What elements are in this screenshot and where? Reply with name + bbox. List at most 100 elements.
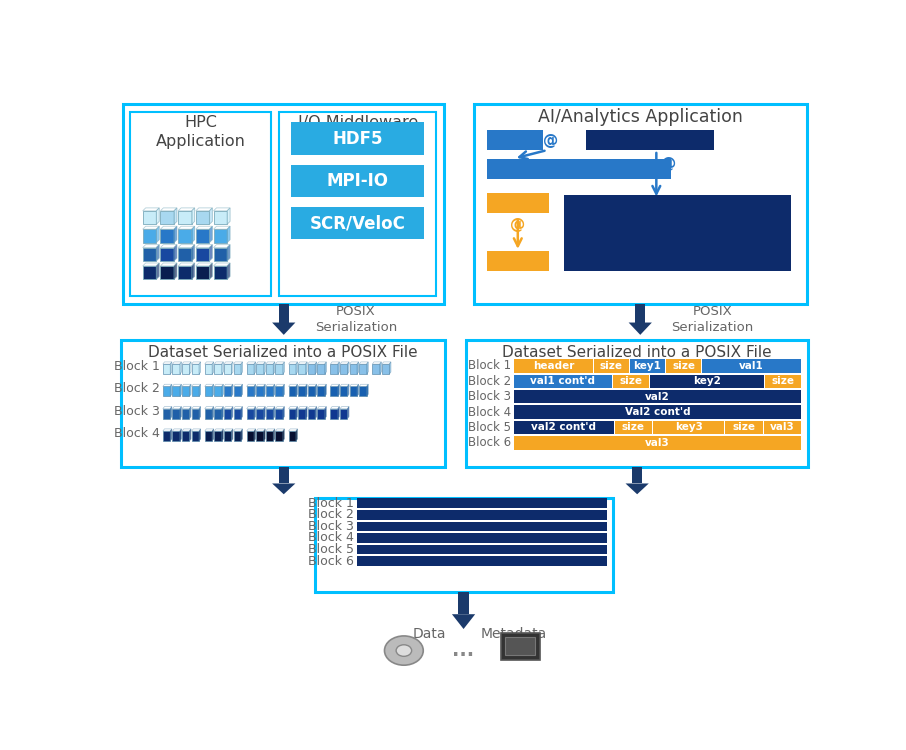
- Polygon shape: [274, 384, 275, 397]
- FancyBboxPatch shape: [215, 364, 222, 374]
- Polygon shape: [272, 322, 295, 334]
- FancyBboxPatch shape: [178, 266, 192, 280]
- Polygon shape: [264, 362, 265, 374]
- Polygon shape: [288, 362, 297, 364]
- FancyBboxPatch shape: [246, 409, 254, 419]
- Polygon shape: [222, 362, 224, 374]
- FancyBboxPatch shape: [205, 386, 212, 397]
- Bar: [278, 467, 289, 484]
- Polygon shape: [199, 362, 200, 374]
- FancyBboxPatch shape: [630, 359, 665, 373]
- Polygon shape: [215, 406, 224, 409]
- Polygon shape: [324, 384, 326, 397]
- FancyBboxPatch shape: [224, 386, 231, 397]
- FancyBboxPatch shape: [298, 386, 305, 397]
- Polygon shape: [380, 362, 381, 374]
- FancyBboxPatch shape: [331, 364, 338, 374]
- Bar: [278, 304, 289, 322]
- Polygon shape: [214, 263, 230, 266]
- FancyBboxPatch shape: [340, 386, 347, 397]
- Text: @: @: [543, 133, 558, 148]
- Polygon shape: [224, 384, 233, 386]
- Polygon shape: [264, 429, 265, 441]
- FancyBboxPatch shape: [298, 409, 305, 419]
- Polygon shape: [174, 263, 177, 280]
- Polygon shape: [256, 362, 265, 364]
- FancyBboxPatch shape: [357, 533, 607, 543]
- Polygon shape: [241, 429, 243, 441]
- Polygon shape: [305, 406, 307, 418]
- FancyBboxPatch shape: [196, 266, 209, 280]
- Polygon shape: [331, 362, 340, 364]
- Polygon shape: [246, 406, 255, 409]
- FancyBboxPatch shape: [275, 386, 283, 397]
- Polygon shape: [274, 406, 275, 418]
- Polygon shape: [182, 362, 191, 364]
- FancyBboxPatch shape: [160, 266, 174, 280]
- Polygon shape: [241, 362, 243, 374]
- Polygon shape: [174, 208, 177, 224]
- Text: Data: Data: [413, 626, 447, 640]
- FancyBboxPatch shape: [501, 633, 539, 660]
- Polygon shape: [205, 384, 214, 386]
- Text: Block 5: Block 5: [307, 543, 353, 556]
- FancyBboxPatch shape: [182, 409, 189, 419]
- FancyBboxPatch shape: [291, 165, 424, 197]
- FancyBboxPatch shape: [766, 374, 801, 388]
- Polygon shape: [317, 384, 326, 386]
- FancyBboxPatch shape: [143, 211, 156, 224]
- FancyBboxPatch shape: [196, 230, 209, 243]
- Text: ...: ...: [452, 641, 475, 660]
- Polygon shape: [178, 263, 195, 266]
- Polygon shape: [196, 263, 212, 266]
- Text: I/O Middleware: I/O Middleware: [298, 116, 418, 130]
- FancyBboxPatch shape: [163, 409, 170, 419]
- Polygon shape: [350, 362, 359, 364]
- Polygon shape: [205, 406, 214, 409]
- Polygon shape: [199, 384, 200, 397]
- Polygon shape: [254, 362, 255, 374]
- Text: size: size: [732, 422, 756, 433]
- Text: val1: val1: [564, 162, 593, 175]
- Polygon shape: [192, 429, 200, 431]
- FancyBboxPatch shape: [192, 431, 199, 441]
- Polygon shape: [172, 362, 181, 364]
- FancyBboxPatch shape: [594, 359, 629, 373]
- Polygon shape: [629, 322, 652, 334]
- Polygon shape: [360, 384, 368, 386]
- Polygon shape: [298, 406, 307, 409]
- Polygon shape: [357, 384, 359, 397]
- FancyBboxPatch shape: [234, 364, 241, 374]
- Polygon shape: [625, 484, 649, 494]
- Text: POSIX
Serialization: POSIX Serialization: [671, 305, 754, 334]
- Text: SCR/VeloC: SCR/VeloC: [310, 214, 406, 232]
- Polygon shape: [231, 429, 233, 441]
- Text: POSIX
Serialization: POSIX Serialization: [314, 305, 397, 334]
- FancyBboxPatch shape: [214, 266, 227, 280]
- FancyBboxPatch shape: [265, 364, 274, 374]
- Polygon shape: [231, 362, 233, 374]
- Polygon shape: [143, 208, 159, 211]
- Polygon shape: [192, 406, 200, 409]
- FancyBboxPatch shape: [172, 386, 179, 397]
- FancyBboxPatch shape: [291, 122, 424, 154]
- Polygon shape: [163, 384, 172, 386]
- Ellipse shape: [396, 645, 411, 656]
- FancyBboxPatch shape: [234, 386, 241, 397]
- Polygon shape: [170, 384, 172, 397]
- FancyBboxPatch shape: [360, 364, 367, 374]
- FancyBboxPatch shape: [288, 386, 296, 397]
- FancyBboxPatch shape: [514, 421, 613, 434]
- FancyBboxPatch shape: [172, 409, 179, 419]
- Polygon shape: [264, 406, 265, 418]
- Polygon shape: [174, 226, 177, 243]
- FancyBboxPatch shape: [372, 364, 380, 374]
- Polygon shape: [222, 429, 224, 441]
- FancyBboxPatch shape: [214, 248, 227, 261]
- Text: val3: val3: [770, 422, 795, 433]
- FancyBboxPatch shape: [163, 431, 170, 441]
- FancyBboxPatch shape: [331, 409, 338, 419]
- FancyBboxPatch shape: [514, 359, 593, 373]
- Polygon shape: [227, 263, 230, 280]
- Text: key2: key2: [693, 376, 721, 386]
